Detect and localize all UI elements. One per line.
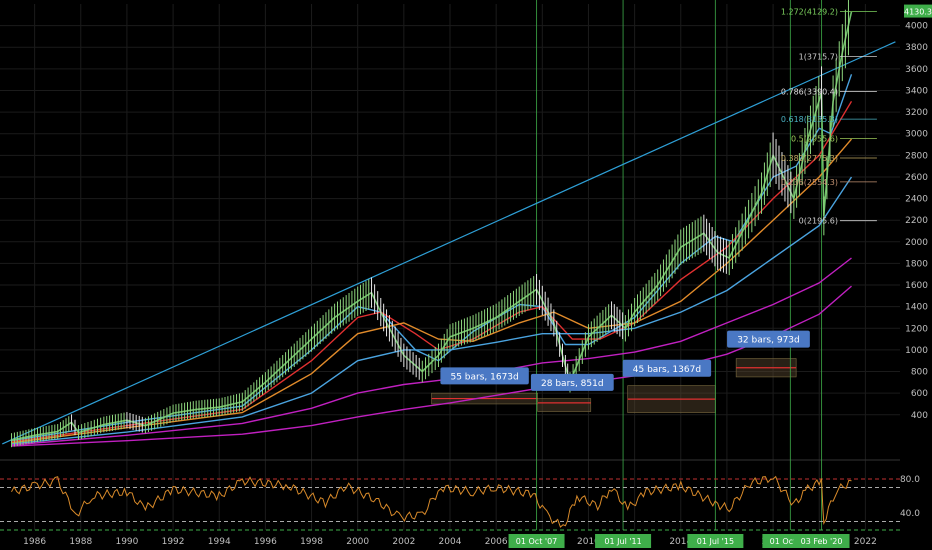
range-box [537,398,592,412]
date-marker-badge [687,534,744,548]
date-marker-label: 01 Oct '18 [770,537,811,546]
y-axis[interactable]: 400 600 800 1000 1200 1400 1600 1800 2000 2200 240… [900,5,928,519]
callout-label: 55 bars, 1673d [450,372,518,382]
y-tick-label: 2400 [905,195,928,205]
x-tick-label: 1990 [115,537,138,547]
trendline [2,41,896,445]
fib-level-label: 0(2195.6) [799,217,838,226]
x-tick-label: 2002 [392,537,415,547]
date-marker-label: 01 Oct '07 [516,537,557,546]
x-tick-label: 2006 [485,537,508,547]
oscillator-y-tick-label: 40.0 [900,509,920,519]
date-marker-label: 03 Feb '20 [801,537,843,546]
callout-box [440,367,529,385]
axis-badges: 01 Oct '07 01 Jul '11 01 Jul '15 01 Oct '18… [508,4,932,548]
x-tick-label: 1994 [208,537,231,547]
fib-level-label: 1.272(4129.2) [781,8,838,17]
callouts: 55 bars, 1673d 28 bars, 851d 45 bars, 1367… [440,330,810,391]
y-tick-label: 800 [911,368,928,378]
y-tick-label: 1000 [905,346,928,356]
x-tick-label: 1986 [23,537,46,547]
last-price-badge [904,4,932,18]
fib-level-label: 0.236(2554.3) [781,178,838,187]
y-tick-label: 2800 [905,151,928,161]
x-tick-label: 1988 [69,537,92,547]
grid [0,4,900,530]
y-tick-label: 3400 [905,86,928,96]
callout-box [622,359,712,377]
x-tick-label: 1998 [300,537,323,547]
x-tick-label: 2000 [346,537,369,547]
fib-level-label: 0.618(3135.3) [781,115,838,124]
y-tick-label: 3000 [905,130,928,140]
y-tick-label: 3800 [905,43,928,53]
x-tick-label: 2010 [577,537,600,547]
fib-level-label: 0.382(2775.3) [781,154,838,163]
y-tick-label: 400 [911,411,928,421]
y-tick-label: 3200 [905,108,928,118]
date-marker-badge [595,534,652,548]
y-tick-label: 3600 [905,65,928,75]
date-marker-label: 01 Jul '15 [697,537,734,546]
date-marker-badge [793,534,850,548]
y-tick-label: 1400 [905,303,928,313]
moving-average-line [11,257,852,446]
y-tick-label: 1800 [905,259,928,269]
moving-average-line [11,176,853,445]
y-tick-label: 2600 [905,173,928,183]
price-series [11,0,853,448]
last-price-label: 4130.3 [904,8,932,17]
callout-label: 28 bars, 851d [541,379,604,389]
x-tick-label: 2014 [669,537,692,547]
range-boxes [431,358,797,413]
trendline-line [2,41,896,445]
oscillator-panel [0,475,900,531]
y-tick-label: 2200 [905,216,928,226]
fib-level-label: 0.786(3390.4) [781,88,838,97]
date-marker-badge [508,534,565,548]
callout-label: 45 bars, 1367d [633,365,701,375]
callout-box [530,373,614,391]
x-tick-label: 1996 [254,537,277,547]
fib-level-label: 1(3715.7) [799,52,838,61]
y-tick-label: 2000 [905,238,928,248]
y-tick-label: 4000 [905,22,928,32]
oscillator-y-tick-label: 80.0 [900,475,920,485]
y-tick-label: 1200 [905,324,928,334]
fib-levels: 1.272(4129.2) 1(3715.7) 0.786(3390.4) 0.618… [781,8,877,226]
x-tick-label: 2022 [854,537,877,547]
y-tick-label: 1600 [905,281,928,291]
callout-box [727,330,810,348]
date-marker-label: 01 Jul '11 [604,537,641,546]
callout-label: 32 bars, 973d [737,336,800,346]
y-tick-label: 600 [911,389,928,399]
x-tick-label: 2004 [439,537,462,547]
oscillator-line [11,475,852,528]
moving-average-line [11,100,853,443]
fib-level-label: 0.5(2955.6) [791,135,838,144]
x-tick-label: 1992 [162,537,185,547]
